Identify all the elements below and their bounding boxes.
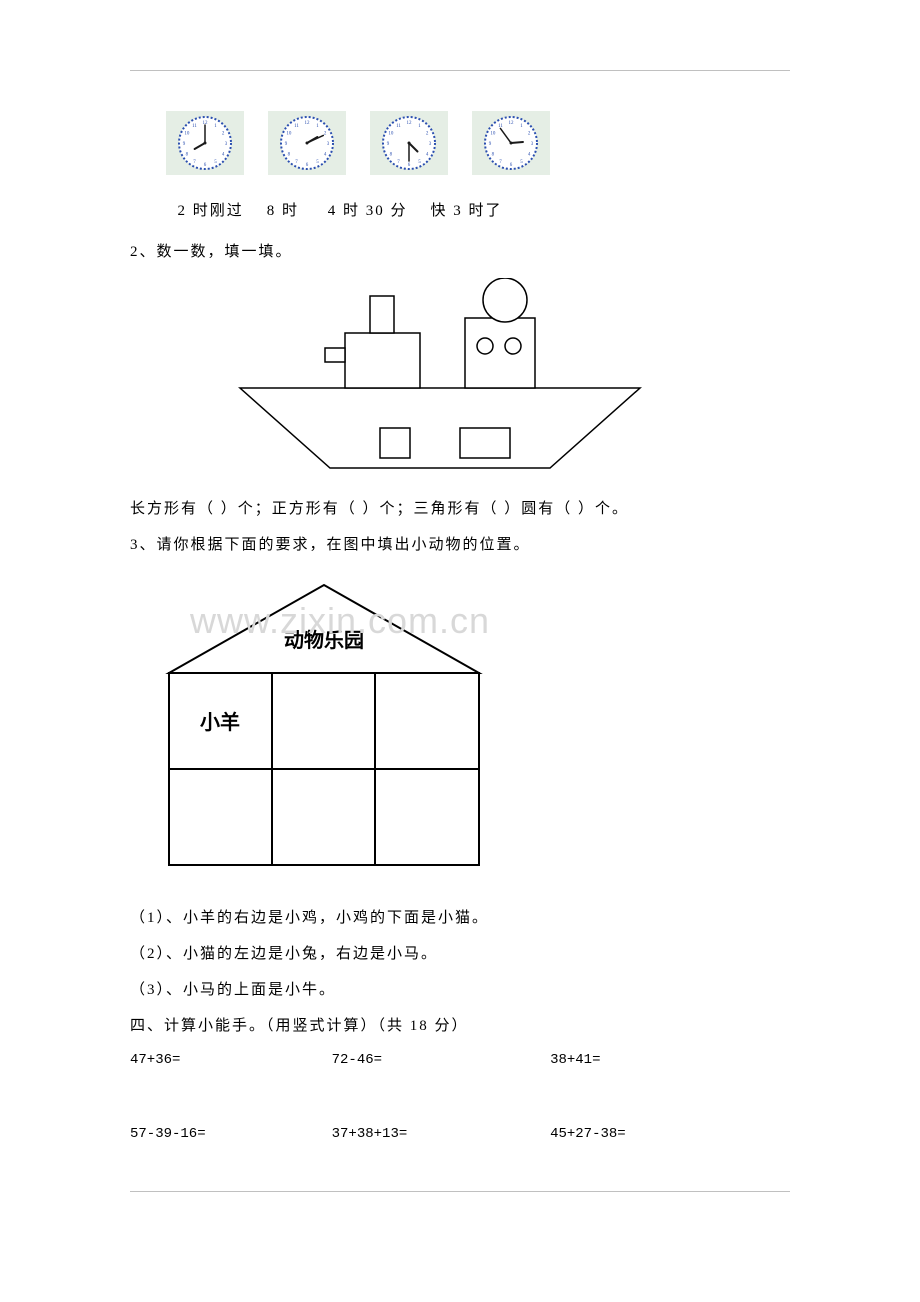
calc-row-2: 57-39-16= 37+38+13= 45+27-38=: [130, 1118, 790, 1152]
clock-2: 121234567891011: [268, 111, 346, 175]
section4-title: 四、计算小能手。（用竖式计算）（共 18 分）: [130, 1008, 790, 1044]
svg-text:12: 12: [509, 121, 515, 126]
clock-labels: 2 时刚过 8 时 4 时 30 分 快 3 时了: [166, 199, 790, 220]
clocks-row: 121234567891011 121234567891011 12123456…: [166, 111, 790, 175]
q3-item-3: （3）、小马的上面是小牛。: [130, 972, 790, 1008]
svg-text:11: 11: [294, 124, 299, 129]
boat-figure: [210, 278, 790, 483]
svg-text:10: 10: [286, 132, 292, 137]
top-rule: [130, 70, 790, 71]
clock-1: 121234567891011: [166, 111, 244, 175]
clock-4: 121234567891011: [472, 111, 550, 175]
svg-text:10: 10: [388, 132, 394, 137]
house-cell-0-0: 小羊: [200, 710, 240, 734]
svg-text:11: 11: [396, 124, 401, 129]
svg-text:12: 12: [305, 121, 311, 126]
svg-text:12: 12: [407, 121, 413, 126]
q3-item-1: （1）、小羊的右边是小鸡，小鸡的下面是小猫。: [130, 900, 790, 936]
svg-text:11: 11: [192, 124, 197, 129]
q2-title: 2、数一数，填一填。: [130, 234, 790, 270]
svg-text:10: 10: [184, 132, 190, 137]
bottom-rule: [130, 1191, 790, 1192]
clock-3: 121234567891011: [370, 111, 448, 175]
calc-row-1: 47+36= 72-46= 38+41=: [130, 1044, 790, 1078]
q3-item-2: （2）、小猫的左边是小兔，右边是小马。: [130, 936, 790, 972]
q3-title: 3、请你根据下面的要求，在图中填出小动物的位置。: [130, 527, 790, 563]
animal-house: 动物乐园 小羊: [144, 577, 790, 882]
house-title-text: 动物乐园: [284, 628, 364, 652]
svg-text:10: 10: [490, 132, 496, 137]
q2-shapes-line: 长方形有（ ）个；正方形有（ ）个；三角形有（ ）圆有（ ）个。: [130, 491, 790, 527]
